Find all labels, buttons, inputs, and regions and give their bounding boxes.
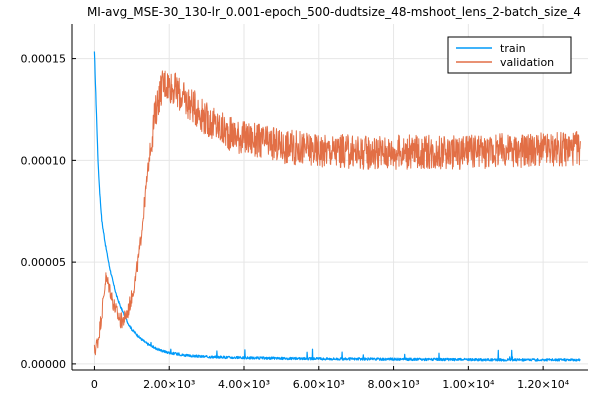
x-tick-label: 8.00×10³ <box>368 378 420 391</box>
series-line-validation <box>93 70 581 356</box>
y-tick-label: 0.00010 <box>21 154 67 167</box>
axis-layer <box>71 24 588 371</box>
series-layer <box>93 51 581 362</box>
series-line-train <box>93 51 581 362</box>
x-tick-label: 0 <box>91 378 98 391</box>
chart-title: MI-avg_MSE-30_130-lr_0.001-epoch_500-dud… <box>87 5 581 19</box>
tick-layer: 0 2.00×10³ 4.00×10³ 6.00×10³ 8.00×10³ 1.00×10… <box>21 53 570 391</box>
x-tick-label: 1.20×10⁴ <box>517 378 570 391</box>
x-tick-label: 4.00×10³ <box>218 378 270 391</box>
y-tick-label: 0.00005 <box>21 256 67 269</box>
legend-label-validation: validation <box>500 56 554 69</box>
x-tick-label: 1.00×10⁴ <box>442 378 495 391</box>
legend-label-train: train <box>500 42 526 55</box>
x-tick-label: 6.00×10³ <box>293 378 345 391</box>
legend-box <box>447 36 572 74</box>
y-tick-label: 0.00015 <box>21 53 67 66</box>
legend: train validation <box>447 36 572 74</box>
y-tick-label: 0.00000 <box>21 358 67 371</box>
x-tick-label: 2.00×10³ <box>143 378 195 391</box>
